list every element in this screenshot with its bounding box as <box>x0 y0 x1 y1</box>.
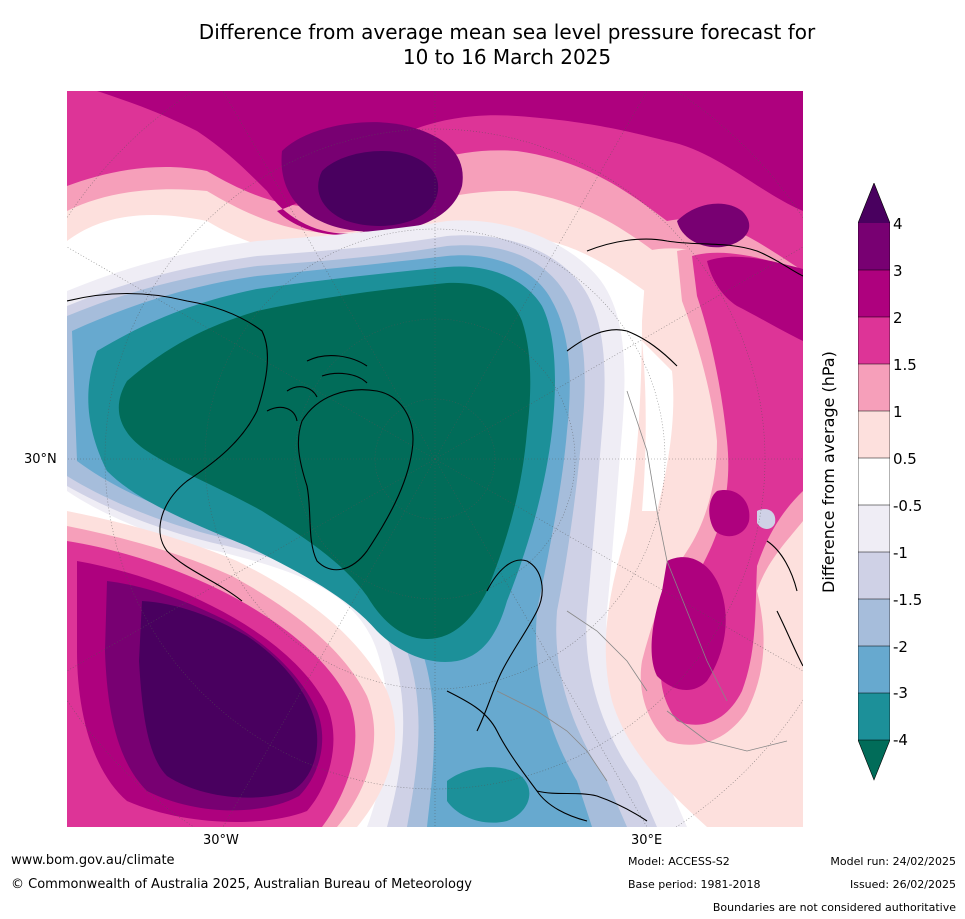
colorbar-label: Difference from average (hPa) <box>819 351 838 593</box>
anomaly-north-max <box>318 151 439 226</box>
colorbar-tick-3: 3 <box>893 262 903 280</box>
anomaly-north-positive-3 <box>97 91 803 235</box>
title-line-2: 10 to 16 March 2025 <box>402 45 612 69</box>
colorbar-bin-m4-m3 <box>858 693 890 740</box>
anomaly-ne-high <box>677 203 750 248</box>
coastline-greenland <box>297 389 414 571</box>
lon-label-30e: 30°E <box>631 833 663 848</box>
coastline-siberia <box>566 238 803 367</box>
anomaly-south-negative <box>447 767 530 823</box>
colorbar-tick-1-5: 1.5 <box>893 356 917 374</box>
anomaly-small-negative-east <box>757 509 776 529</box>
colorbar-bin-neutral <box>858 458 890 505</box>
colorbar-tick-minus-3: -3 <box>893 684 908 702</box>
coastline-north-america <box>67 292 268 602</box>
colorbar-bin-1-15 <box>858 364 890 411</box>
colorbar-tick-minus-2: -2 <box>893 638 908 656</box>
footer-copyright: © Commonwealth of Australia 2025, Austra… <box>11 877 472 892</box>
colorbar-tick-1: 1 <box>893 403 903 421</box>
anomaly-atlantic-max <box>139 601 318 798</box>
lat-label-30n: 30°N <box>24 452 57 467</box>
coastline-east-asia <box>766 540 803 667</box>
coastlines <box>67 238 803 822</box>
footer-issued: Issued: 26/02/2025 <box>849 878 956 891</box>
colorbar-tick-4: 4 <box>893 215 903 233</box>
colorbar-tick-2: 2 <box>893 309 903 327</box>
colorbar-bin-m3-m2 <box>858 646 890 693</box>
footer-disclaimer: Boundaries are not considered authoritat… <box>712 901 956 914</box>
coastline-europe <box>446 690 588 822</box>
colorbar-tick-0-5: 0.5 <box>893 450 917 468</box>
colorbar <box>857 182 891 783</box>
lon-label-30w: 30°W <box>203 833 239 848</box>
country-borders <box>496 390 788 782</box>
anomaly-asia-east-high <box>709 490 750 537</box>
footer-model: Model: ACCESS-S2 <box>628 855 730 868</box>
coastline-canada-islands <box>266 355 368 422</box>
title-line-1: Difference from average mean sea level p… <box>198 20 816 44</box>
colorbar-bin-15-2 <box>858 317 890 364</box>
colorbar-tick-minus-0-5: -0.5 <box>893 497 923 515</box>
anomaly-asia-positive-3 <box>651 256 803 691</box>
colorbar-tick-minus-1: -1 <box>893 544 908 562</box>
colorbar-bin-2-3 <box>858 270 890 317</box>
graticule <box>67 91 803 827</box>
pressure-anomaly-map <box>67 91 803 827</box>
colorbar-bin-m2-m15 <box>858 599 890 646</box>
colorbar-tick-minus-1-5: -1.5 <box>893 591 923 609</box>
anomaly-arctic-negative-4 <box>118 282 531 639</box>
colorbar-bin-05-1 <box>858 411 890 458</box>
colorbar-extend-min <box>858 740 890 780</box>
coastline-mediterranean <box>536 790 648 822</box>
colorbar-extend-max <box>858 183 890 223</box>
footer-website: www.bom.gov.au/climate <box>11 853 175 868</box>
colorbar-bin-m1-m05 <box>858 505 890 552</box>
colorbar-bin-3-4 <box>858 223 890 270</box>
chart-title: Difference from average mean sea level p… <box>0 20 965 70</box>
coastline-scandinavia <box>476 559 543 732</box>
footer-model-run: Model run: 24/02/2025 <box>830 855 956 868</box>
footer-base-period: Base period: 1981-2018 <box>628 878 761 891</box>
colorbar-tick-minus-4: -4 <box>893 731 908 749</box>
colorbar-bin-m15-m1 <box>858 552 890 599</box>
